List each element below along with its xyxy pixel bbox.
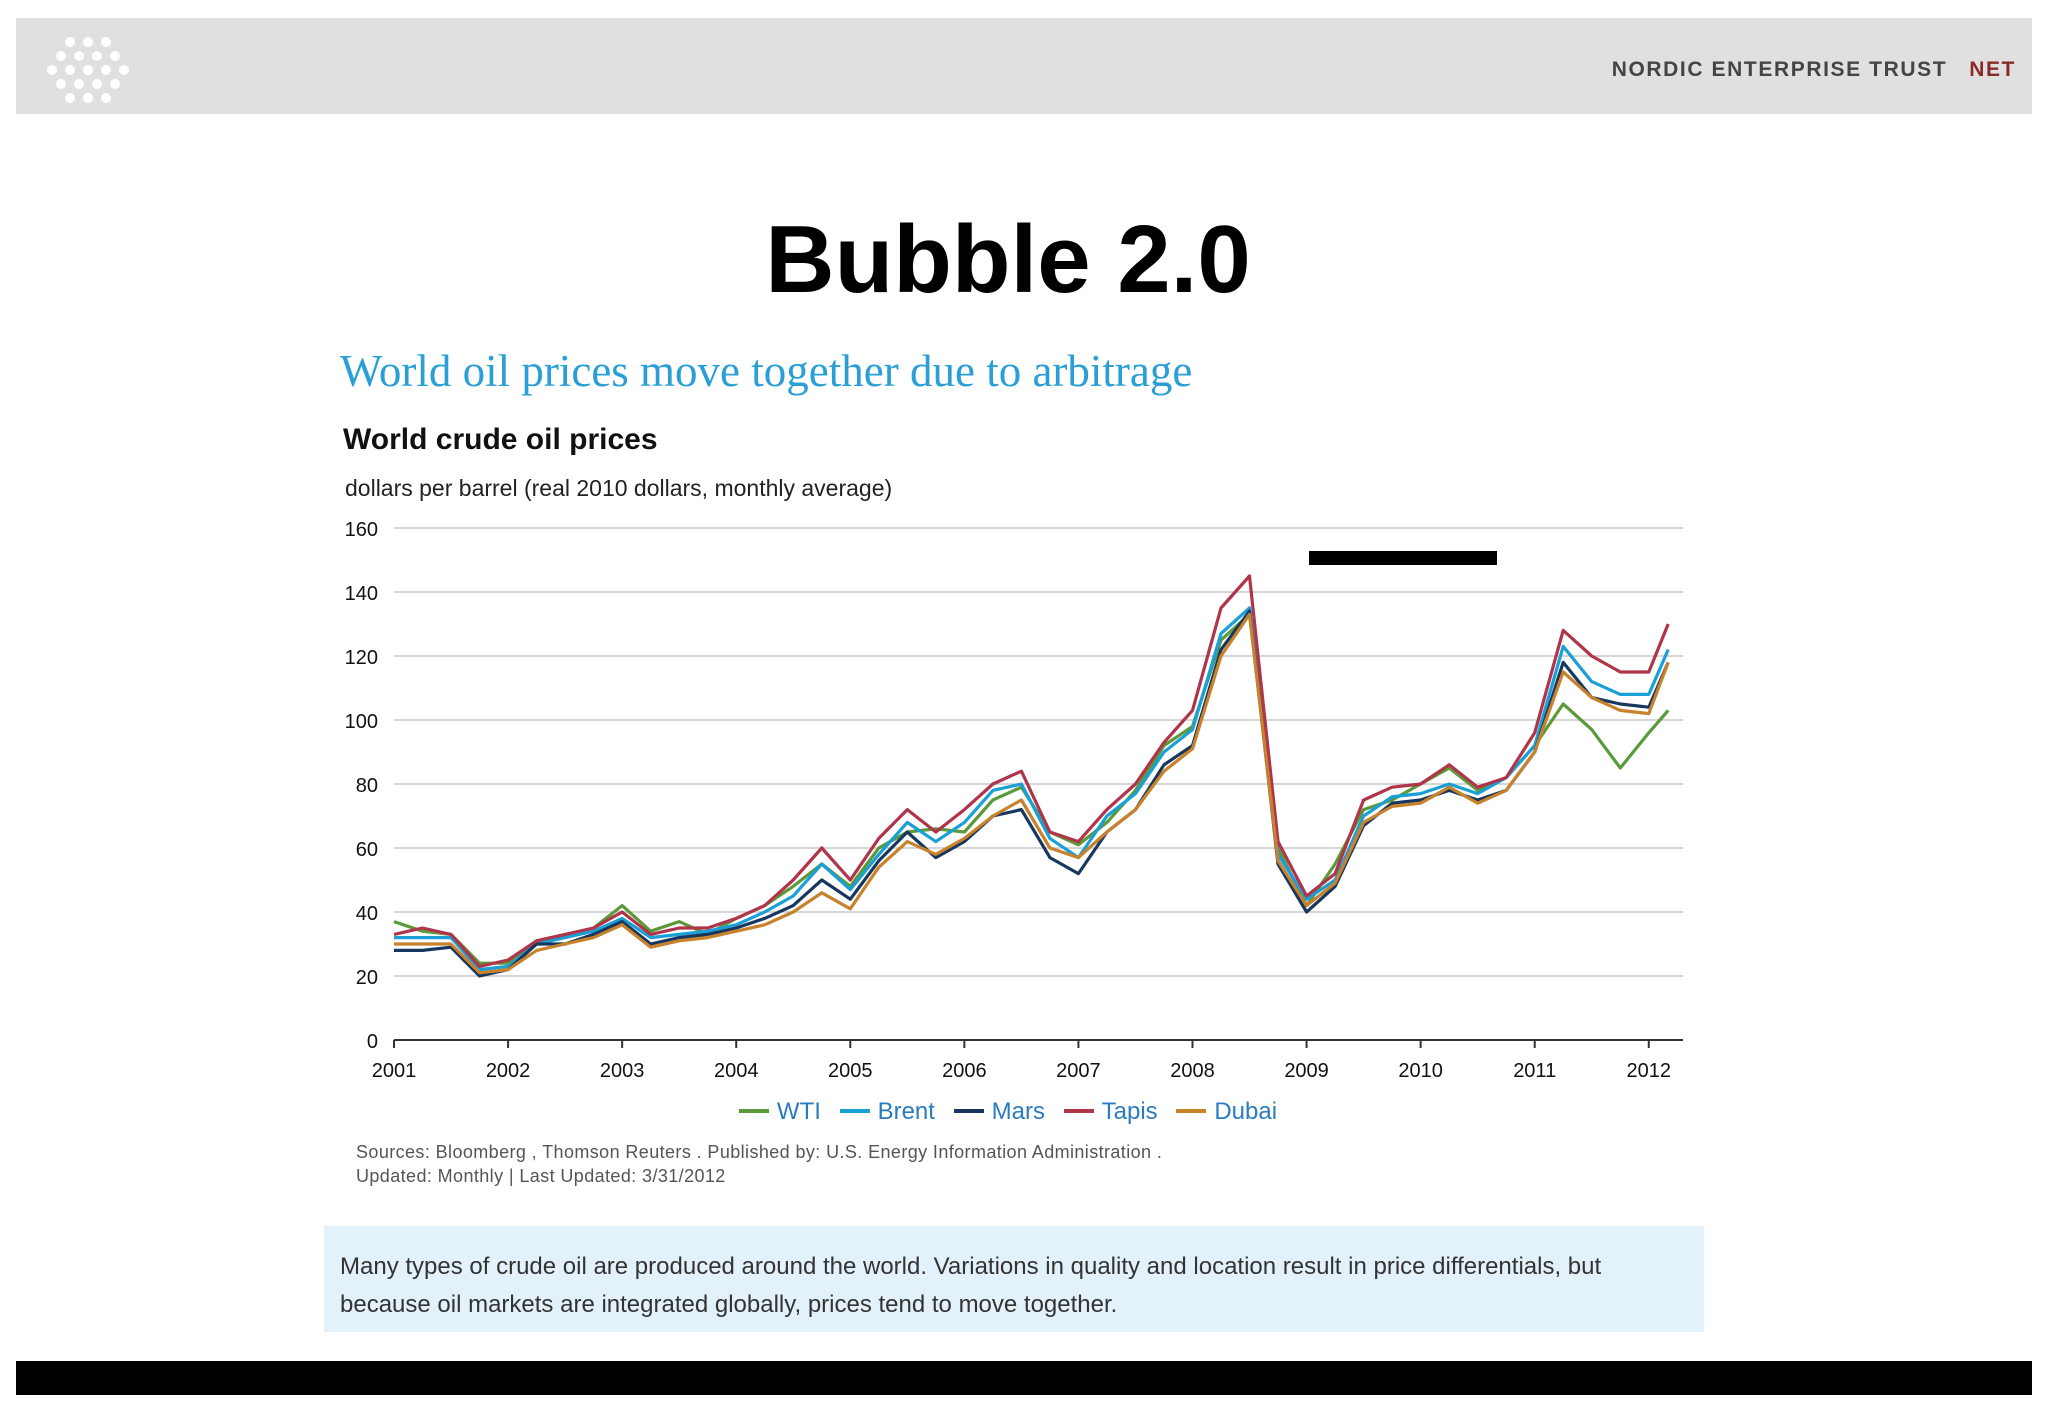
legend-item-dubai: Dubai (1176, 1098, 1277, 1126)
chart-subtitle: dollars per barrel (real 2010 dollars, m… (345, 475, 893, 501)
chart-title: World crude oil prices (343, 423, 658, 456)
x-tick-label: 2010 (1398, 1060, 1443, 1082)
brand-name: NORDIC ENTERPRISE TRUST NET (1612, 58, 2016, 82)
y-tick-label: 40 (356, 903, 378, 925)
note-box: Many types of crude oil are produced aro… (324, 1226, 1704, 1332)
legend-item-tapis: Tapis (1063, 1098, 1158, 1126)
x-tick-label: 2003 (600, 1060, 645, 1082)
chart-sources: Sources: Bloomberg , Thomson Reuters . P… (356, 1140, 1162, 1188)
legend-swatch-dubai (1176, 1108, 1207, 1113)
redaction-bar (1309, 551, 1497, 565)
brand-name-text: NORDIC ENTERPRISE TRUST (1611, 58, 1948, 81)
y-tick-label: 80 (356, 775, 378, 797)
legend-swatch-brent (839, 1108, 870, 1113)
legend-label-brent: Brent (877, 1098, 935, 1125)
brand-accent: NET (1969, 58, 2016, 81)
x-tick-label: 2008 (1170, 1060, 1215, 1082)
y-tick-label: 0 (367, 1031, 378, 1053)
chart-legend: WTI Brent Mars Tapis Dubai (0, 1098, 2016, 1126)
y-tick-label: 20 (356, 967, 378, 989)
legend-swatch-tapis (1063, 1108, 1094, 1113)
company-logo (47, 37, 129, 103)
series-lines (393, 574, 1670, 978)
series-line-brent (394, 606, 1670, 972)
legend-label-mars: Mars (991, 1098, 1045, 1125)
series-line-tapis (393, 574, 1670, 969)
gridlines (394, 527, 1683, 977)
x-tick-label: 2006 (942, 1060, 987, 1082)
legend-swatch-wti (738, 1108, 769, 1113)
series-line-dubai (394, 612, 1670, 975)
y-tick-label: 120 (345, 647, 378, 669)
x-tick-label: 2002 (486, 1060, 531, 1082)
slide-title: Bubble 2.0 (765, 206, 1251, 313)
legend-item-wti: WTI (738, 1098, 821, 1126)
axes: 0 20 40 60 80 100 120 140 160 2001 2002 2003 2004 200… (345, 519, 1683, 1082)
footer-bar (16, 1361, 2032, 1395)
y-tick-label: 100 (345, 711, 378, 733)
x-tick-label: 2005 (828, 1060, 873, 1082)
legend-label-dubai: Dubai (1214, 1098, 1278, 1125)
x-tick-label: 2007 (1056, 1060, 1101, 1082)
y-tick-label: 140 (345, 583, 378, 605)
y-tick-label: 160 (345, 519, 378, 541)
legend-label-wti: WTI (776, 1098, 821, 1125)
legend-item-brent: Brent (839, 1098, 935, 1126)
slide-subheading: World oil prices move together due to ar… (340, 346, 1193, 396)
legend-label-tapis: Tapis (1101, 1098, 1158, 1125)
x-tick-label: 2004 (714, 1060, 759, 1082)
updated-line: Updated: Monthly | Last Updated: 3/31/20… (356, 1166, 726, 1186)
legend-swatch-mars (953, 1108, 984, 1113)
note-text: Many types of crude oil are produced aro… (340, 1253, 1602, 1318)
legend-item-mars: Mars (953, 1098, 1045, 1126)
header-bar: NORDIC ENTERPRISE TRUST NET (16, 18, 2032, 114)
x-tick-label: 2012 (1627, 1060, 1672, 1082)
x-tick-label: 2009 (1284, 1060, 1329, 1082)
x-tick-label: 2001 (372, 1060, 417, 1082)
y-tick-label: 60 (356, 839, 378, 861)
sources-line: Sources: Bloomberg , Thomson Reuters . P… (356, 1142, 1163, 1162)
x-tick-label: 2011 (1513, 1060, 1556, 1082)
